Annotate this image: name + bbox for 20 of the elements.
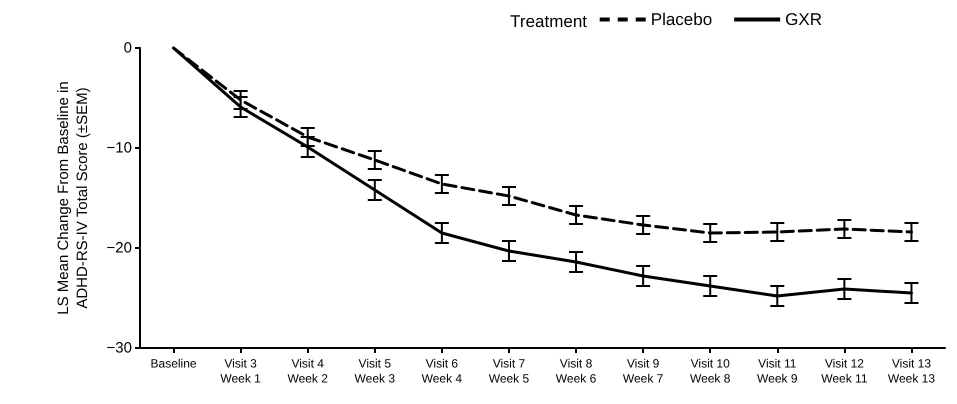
- y-tick-label: −20: [106, 240, 132, 256]
- x-tick-label: Visit 13 Week 13: [888, 356, 936, 386]
- y-tick-label: −10: [106, 140, 132, 156]
- y-tick-label: 0: [124, 40, 132, 56]
- x-tick-label: Visit 11 Week 9: [757, 356, 798, 386]
- x-tick-label: Visit 3 Week 1: [220, 356, 262, 386]
- x-tick-label: Visit 7 Week 5: [488, 356, 530, 386]
- y-axis-title: LS Mean Change From Baseline in ADHD-RS-IV Total Score (±SEM): [55, 81, 91, 315]
- legend-label: Placebo: [650, 10, 712, 29]
- legend-label: GXR: [785, 10, 822, 29]
- y-tick-label: −30: [106, 340, 132, 356]
- x-tick-label: Visit 4 Week 2: [287, 356, 328, 386]
- x-tick-label: Baseline: [150, 356, 197, 370]
- x-tick-label: Visit 5 Week 3: [354, 356, 396, 386]
- x-tick-label: Visit 6 Week 4: [422, 356, 462, 386]
- x-tick-label: Visit 8 Week 6: [556, 356, 597, 386]
- x-tick-label: Visit 12 Week 11: [821, 356, 868, 386]
- x-tick-label: Visit 9 Week 7: [622, 356, 664, 386]
- x-tick-label: Visit 10 Week 8: [690, 356, 731, 386]
- legend-title: Treatment: [510, 12, 588, 31]
